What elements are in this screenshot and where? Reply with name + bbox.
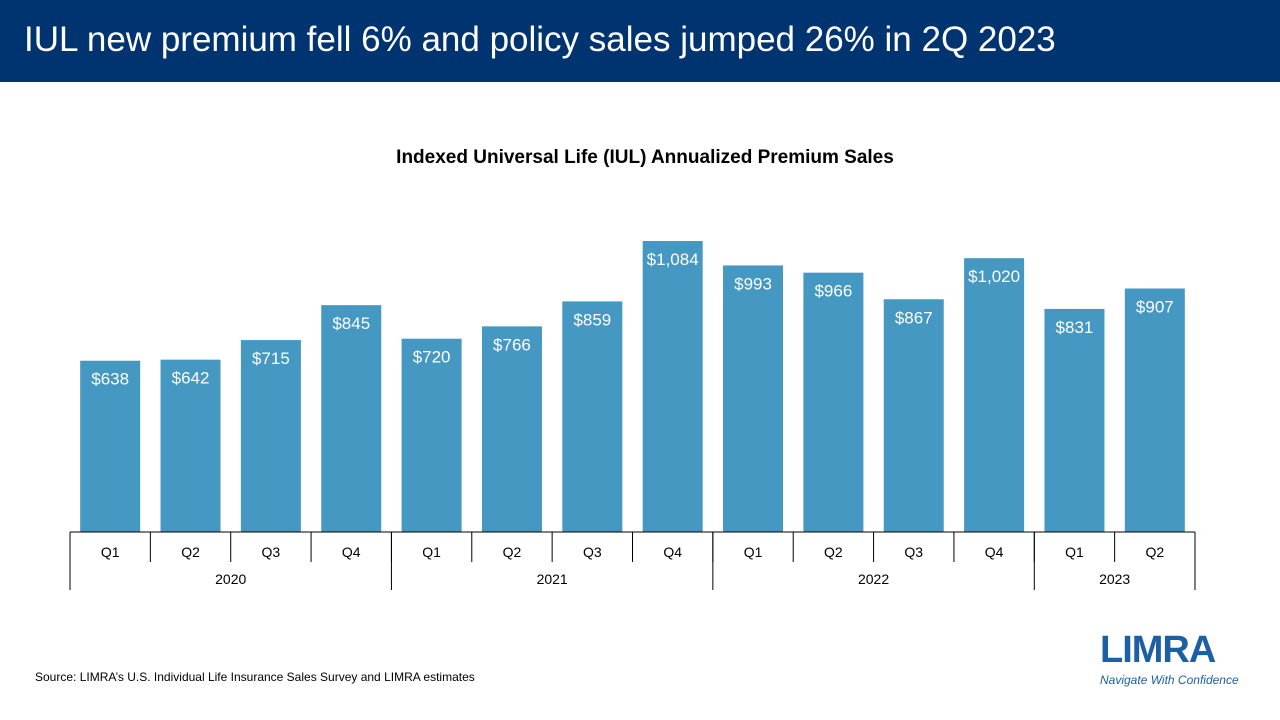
bar	[1124, 288, 1185, 532]
bar	[1044, 308, 1105, 532]
bar	[883, 299, 944, 532]
data-label: $720	[413, 348, 451, 367]
logo-wordmark: LIMRA	[1100, 629, 1216, 671]
data-label: $993	[734, 274, 772, 293]
year-label: 2022	[858, 571, 889, 587]
bar	[240, 340, 301, 532]
data-label: $766	[493, 335, 531, 354]
data-label: $831	[1056, 318, 1094, 337]
data-label: $859	[573, 310, 611, 329]
x-tick-label: Q2	[1145, 544, 1164, 560]
data-label: $1,084	[647, 250, 699, 269]
data-label: $907	[1136, 298, 1174, 317]
chart-title: Indexed Universal Life (IUL) Annualized …	[396, 147, 894, 168]
bar	[642, 241, 703, 532]
x-tick-label: Q2	[503, 544, 522, 560]
bar	[803, 272, 864, 532]
bar	[481, 326, 542, 532]
data-label: $715	[252, 349, 290, 368]
year-label: 2023	[1099, 571, 1130, 587]
data-label: $867	[895, 308, 933, 327]
x-tick-label: Q1	[101, 544, 120, 560]
title-bar: IUL new premium fell 6% and policy sales…	[0, 0, 1280, 82]
data-label: $642	[172, 369, 210, 388]
x-tick-label: Q4	[342, 544, 361, 560]
logo-tagline: Navigate With Confidence	[1100, 673, 1239, 687]
x-tick-label: Q4	[663, 544, 682, 560]
limra-logo: LIMRA Navigate With Confidence	[1096, 630, 1246, 690]
data-label: $1,020	[968, 267, 1020, 286]
x-tick-label: Q2	[824, 544, 843, 560]
x-tick-label: Q2	[181, 544, 200, 560]
x-tick-label: Q3	[262, 544, 281, 560]
data-label: $845	[332, 314, 370, 333]
bar	[562, 301, 623, 532]
bar	[401, 338, 462, 532]
x-tick-label: Q1	[1065, 544, 1084, 560]
bar	[321, 305, 382, 532]
x-tick-label: Q4	[985, 544, 1004, 560]
x-tick-label: Q3	[904, 544, 923, 560]
x-tick-label: Q1	[422, 544, 441, 560]
bar	[80, 360, 141, 532]
bar	[964, 258, 1025, 532]
x-tick-label: Q1	[744, 544, 763, 560]
year-label: 2021	[537, 571, 568, 587]
data-label: $638	[91, 370, 129, 389]
source-note: Source: LIMRA’s U.S. Individual Life Ins…	[35, 670, 475, 684]
x-tick-label: Q3	[583, 544, 602, 560]
bar	[723, 265, 784, 532]
bar	[160, 359, 221, 532]
data-label: $966	[814, 282, 852, 301]
slide-headline: IUL new premium fell 6% and policy sales…	[24, 20, 1056, 59]
year-label: 2020	[215, 571, 246, 587]
